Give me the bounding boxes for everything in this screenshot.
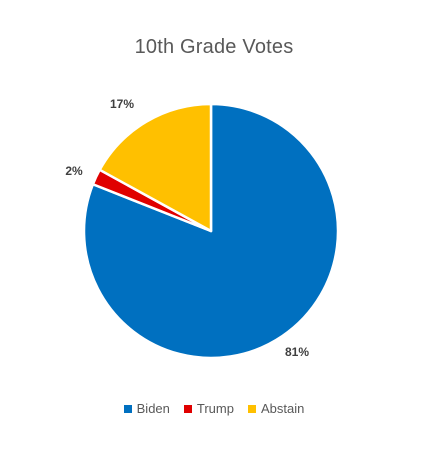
legend-item-trump: Trump bbox=[183, 401, 234, 416]
pie-slice-biden bbox=[82, 102, 340, 360]
legend-label-biden: Biden bbox=[136, 401, 170, 416]
legend-swatch-biden bbox=[123, 404, 132, 413]
legend-swatch-trump bbox=[183, 404, 192, 413]
legend-item-abstain: Abstain bbox=[247, 401, 305, 416]
legend-label-trump: Trump bbox=[196, 401, 234, 416]
legend-label-abstain: Abstain bbox=[260, 401, 305, 416]
data-label-abstain: 17% bbox=[110, 97, 134, 111]
legend-swatch-abstain bbox=[247, 404, 256, 413]
legend: Biden Trump Abstain bbox=[0, 401, 428, 416]
chart-title: 10th Grade Votes bbox=[134, 36, 294, 58]
data-label-biden: 81% bbox=[285, 345, 309, 359]
legend-item-biden: Biden bbox=[123, 401, 170, 416]
pie-slice-abstain bbox=[98, 102, 213, 233]
data-label-trump: 2% bbox=[65, 164, 83, 178]
